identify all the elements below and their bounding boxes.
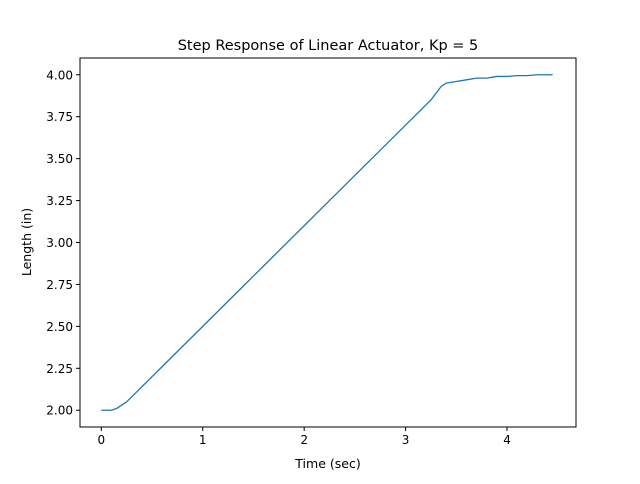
y-tick-label: 3.75 [46,110,73,124]
y-tick-label: 3.50 [46,152,73,166]
x-axis-label: Time (sec) [294,456,360,471]
x-tick-label: 3 [402,433,410,447]
x-tick-label: 1 [199,433,207,447]
y-tick-label: 3.00 [46,236,73,250]
y-tick-label: 2.50 [46,320,73,334]
x-tick-label: 0 [97,433,105,447]
y-tick-label: 3.25 [46,194,73,208]
y-axis: 2.00 2.25 2.50 2.75 3.00 3.25 3.50 3.75 4.00 [46,68,80,418]
x-tick-label: 4 [503,433,511,447]
chart-title: Step Response of Linear Actuator, Kp = 5 [178,38,479,54]
y-tick-label: 4.00 [46,68,73,82]
y-tick-label: 2.00 [46,404,73,418]
y-tick-label: 2.25 [46,362,73,376]
plot-area-frame [79,57,577,428]
y-tick-label: 2.75 [46,278,73,292]
series-line [101,74,553,411]
x-tick-label: 2 [300,433,308,447]
y-axis-label: Length (in) [19,208,34,276]
x-axis: 0 1 2 3 4 [97,427,511,447]
